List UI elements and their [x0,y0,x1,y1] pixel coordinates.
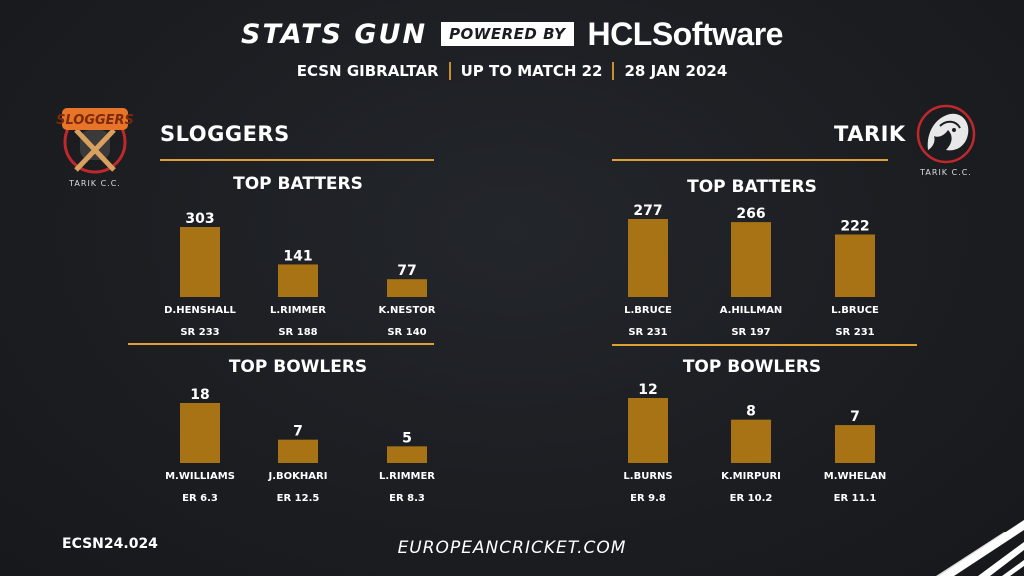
subheader: ECSN GIBRALTAR UP TO MATCH 22 28 JAN 202… [0,62,1024,80]
player-rate-label: SR 140 [387,327,426,338]
right-bowlers-chart: 12 L.BURNS ER 9.8 8 K.MIRPURI ER 10.2 7 M.WHELA… [623,382,886,504]
player-rate-label: ER 10.2 [730,493,773,504]
left-batters-title: TOP BATTERS [233,174,363,194]
player-name-label: L.RIMMER [379,471,435,482]
left-team-name: SLOGGERS [160,122,290,146]
tarik-logo [916,104,976,164]
player-name-label: A.HILLMAN [720,305,783,316]
player-rate-label: ER 6.3 [182,493,218,504]
separator [448,62,451,80]
bar [628,219,668,297]
bar [387,446,427,463]
bar-value-label: 5 [402,430,412,446]
powered-by-badge: POWERED BY [441,22,574,46]
player-name-label: L.BURNS [623,471,672,482]
bar-value-label: 12 [638,382,657,398]
decorative-stripes [936,520,1024,576]
player-name-label: M.WHELAN [824,471,886,482]
right-batters-chart: 277 L.BRUCE SR 231 266 A.HILLMAN SR 197 222 L.B… [624,203,879,338]
brand-row: STATS GUN POWERED BY HCLSoftware [0,14,1024,54]
bar [180,403,220,463]
bar [628,398,668,463]
scope-label: UP TO MATCH 22 [460,62,603,80]
player-name-label: J.BOKHARI [268,471,328,482]
bar [731,419,771,463]
separator [612,62,615,80]
player-name-label: M.WILLIAMS [165,471,235,482]
sloggers-logo-text: SLOGGERS [56,113,134,128]
right-team-underline [612,159,888,161]
player-rate-label: ER 8.3 [389,493,425,504]
player-rate-label: ER 9.8 [630,493,666,504]
bar-value-label: 222 [840,218,869,234]
competition-label: ECSN GIBRALTAR [296,62,439,80]
date-label: 28 JAN 2024 [624,62,728,80]
player-rate-label: SR 188 [278,327,317,338]
website-link[interactable]: EUROPEANCRICKET.COM [397,538,627,558]
bar [278,264,318,297]
left-logo-caption: TARIK C.C. [69,179,121,188]
player-rate-label: SR 197 [731,327,770,338]
sloggers-logo: SLOGGERS [56,108,134,174]
left-team-underline [160,159,434,161]
player-rate-label: SR 233 [180,327,219,338]
bar-value-label: 77 [397,263,416,279]
player-rate-label: SR 231 [628,327,667,338]
player-rate-label: ER 11.1 [834,493,877,504]
player-name-label: D.HENSHALL [164,305,236,316]
player-name-label: L.RIMMER [270,305,326,316]
bar-value-label: 303 [185,211,214,227]
bar-value-label: 277 [633,203,662,219]
player-rate-label: SR 231 [835,327,874,338]
right-logo-caption: TARIK C.C. [920,168,972,177]
header: STATS GUN POWERED BY HCLSoftware ECSN GI… [0,14,1024,80]
right-divider [612,344,917,346]
bar [835,234,875,297]
bar-value-label: 7 [850,409,860,425]
software-text: Software [651,15,784,52]
player-name-label: K.NESTOR [379,305,436,316]
bar-value-label: 266 [736,206,765,222]
left-divider [128,343,434,345]
hcl-software-logo: HCLSoftware [587,15,784,53]
bar-value-label: 141 [283,248,312,264]
player-name-label: K.MIRPURI [721,471,781,482]
bar-value-label: 7 [293,424,303,440]
left-bowlers-title: TOP BOWLERS [228,357,368,377]
player-rate-label: ER 12.5 [277,493,320,504]
bar-value-label: 18 [190,387,209,403]
bar [278,439,318,463]
left-batters-chart: 303 D.HENSHALL SR 233 141 L.RIMMER SR 188 77 K.… [164,211,436,338]
stats-gun-logo: STATS GUN [241,18,428,50]
graphic-code: ECSN24.024 [62,536,158,552]
left-bowlers-chart: 18 M.WILLIAMS ER 6.3 7 J.BOKHARI ER 12.5 5 L.RI… [165,387,435,504]
bar [731,222,771,297]
right-batters-title: TOP BATTERS [687,177,817,197]
bar [180,227,220,297]
right-bowlers-title: TOP BOWLERS [682,357,822,377]
player-name-label: L.BRUCE [624,305,672,316]
bar [835,425,875,463]
right-team-name: TARIK [834,122,906,146]
bar-value-label: 8 [746,404,756,420]
hcl-text: HCL [587,15,653,52]
player-name-label: L.BRUCE [831,305,879,316]
bar [387,279,427,297]
